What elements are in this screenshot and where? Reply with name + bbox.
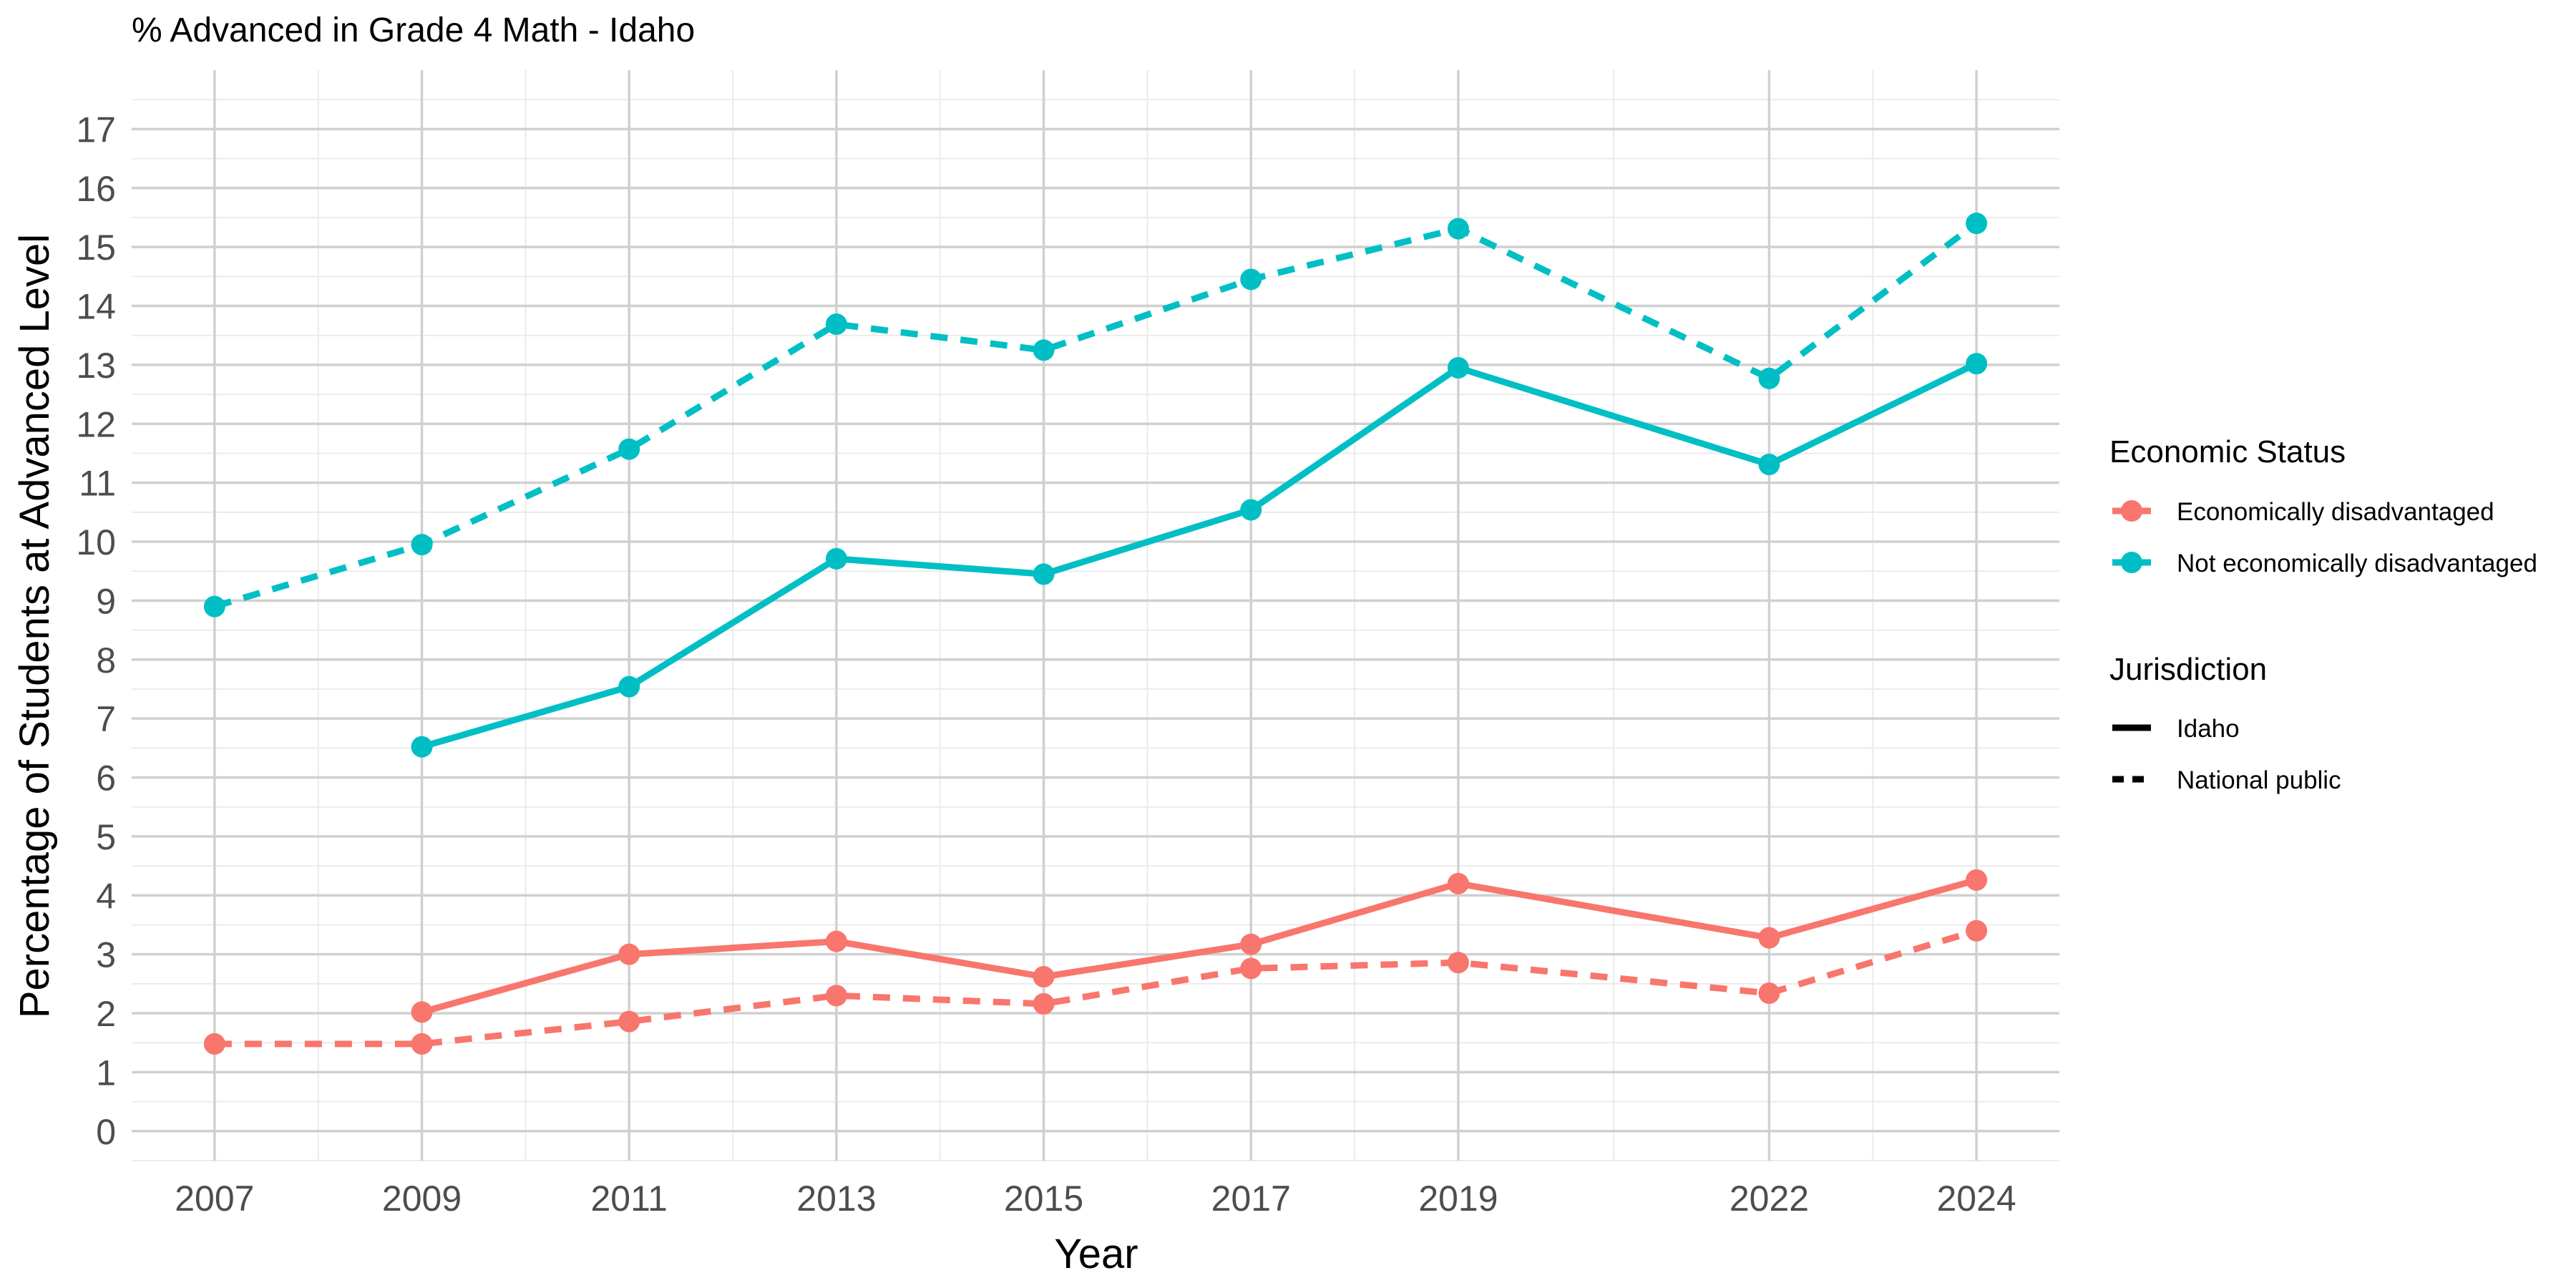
data-point xyxy=(1240,957,1262,980)
data-point xyxy=(1033,339,1055,361)
data-point xyxy=(411,1001,433,1023)
data-point xyxy=(1758,454,1780,476)
y-tick-label: 13 xyxy=(76,346,116,386)
x-tick-label: 2019 xyxy=(1418,1179,1498,1219)
x-tick-label: 2024 xyxy=(1937,1179,2016,1219)
legend-title-economic-status: Economic Status xyxy=(2109,434,2346,469)
data-point xyxy=(1240,499,1262,521)
data-point xyxy=(1758,982,1780,1005)
legend-key-point xyxy=(2121,552,2142,573)
x-tick-label: 2011 xyxy=(590,1179,668,1219)
data-point xyxy=(1240,268,1262,291)
legend-label: Idaho xyxy=(2177,715,2240,743)
data-point xyxy=(411,1033,433,1055)
series-line xyxy=(213,220,1979,610)
data-point xyxy=(1966,869,1988,891)
x-tick-label: 2013 xyxy=(796,1179,876,1219)
x-tick-label: 2015 xyxy=(1004,1179,1083,1219)
data-point xyxy=(411,534,433,556)
data-point xyxy=(825,930,847,952)
y-tick-label: 14 xyxy=(76,287,116,327)
data-point xyxy=(825,313,847,336)
data-point xyxy=(1033,563,1055,585)
y-tick-label: 8 xyxy=(96,640,116,680)
y-tick-label: 1 xyxy=(96,1053,116,1093)
chart-title: % Advanced in Grade 4 Math - Idaho xyxy=(132,11,695,49)
y-tick-label: 5 xyxy=(96,817,116,857)
data-point xyxy=(1758,927,1780,949)
y-tick-label: 15 xyxy=(76,228,116,268)
y-axis-title: Percentage of Students at Advanced Level xyxy=(11,234,58,1018)
data-point xyxy=(618,1010,640,1033)
data-point xyxy=(825,547,847,570)
y-tick-label: 0 xyxy=(96,1112,116,1152)
data-point xyxy=(1447,872,1469,894)
y-tick-label: 6 xyxy=(96,758,116,799)
data-point xyxy=(618,675,640,698)
data-point xyxy=(825,985,847,1007)
series-line xyxy=(421,877,1978,1015)
data-point xyxy=(411,736,433,758)
series-line xyxy=(214,927,1978,1048)
series-line xyxy=(421,361,1979,751)
data-series xyxy=(203,213,1988,1055)
y-tick-label: 4 xyxy=(96,876,116,916)
data-point xyxy=(1447,357,1469,379)
y-tick-label: 12 xyxy=(76,404,116,444)
x-tick-label: 2009 xyxy=(382,1179,462,1219)
x-tick-label: 2017 xyxy=(1211,1179,1291,1219)
data-point xyxy=(1033,965,1055,987)
x-tick-label: 2007 xyxy=(175,1179,254,1219)
data-point xyxy=(1447,218,1469,240)
data-point xyxy=(618,438,640,460)
x-axis-title: Year xyxy=(1054,1231,1138,1277)
legend: Economic Status Economically disadvantage… xyxy=(2109,434,2537,794)
data-point xyxy=(1033,992,1055,1015)
y-tick-label: 2 xyxy=(96,994,116,1034)
data-point xyxy=(1966,353,1988,375)
data-point xyxy=(1966,213,1988,235)
legend-key-point xyxy=(2121,500,2142,522)
data-point xyxy=(618,943,640,965)
data-point xyxy=(203,1033,225,1055)
y-tick-label: 17 xyxy=(76,109,116,150)
y-tick-label: 9 xyxy=(96,581,116,621)
legend-label: National public xyxy=(2177,766,2341,794)
data-point xyxy=(203,595,225,618)
data-point xyxy=(1758,367,1780,389)
y-tick-label: 3 xyxy=(96,935,116,975)
legend-title-jurisdiction: Jurisdiction xyxy=(2109,652,2267,687)
y-tick-label: 10 xyxy=(76,522,116,562)
data-point xyxy=(1966,919,1988,942)
data-point xyxy=(1447,952,1469,974)
y-tick-label: 11 xyxy=(79,464,116,504)
y-tick-label: 7 xyxy=(96,699,116,739)
data-point xyxy=(1240,933,1262,955)
y-tick-label: 16 xyxy=(76,169,116,209)
grid-lines xyxy=(132,70,2059,1161)
x-tick-label: 2022 xyxy=(1729,1179,1809,1219)
legend-label: Not economically disadvantaged xyxy=(2177,550,2537,577)
legend-label: Economically disadvantaged xyxy=(2177,498,2494,526)
